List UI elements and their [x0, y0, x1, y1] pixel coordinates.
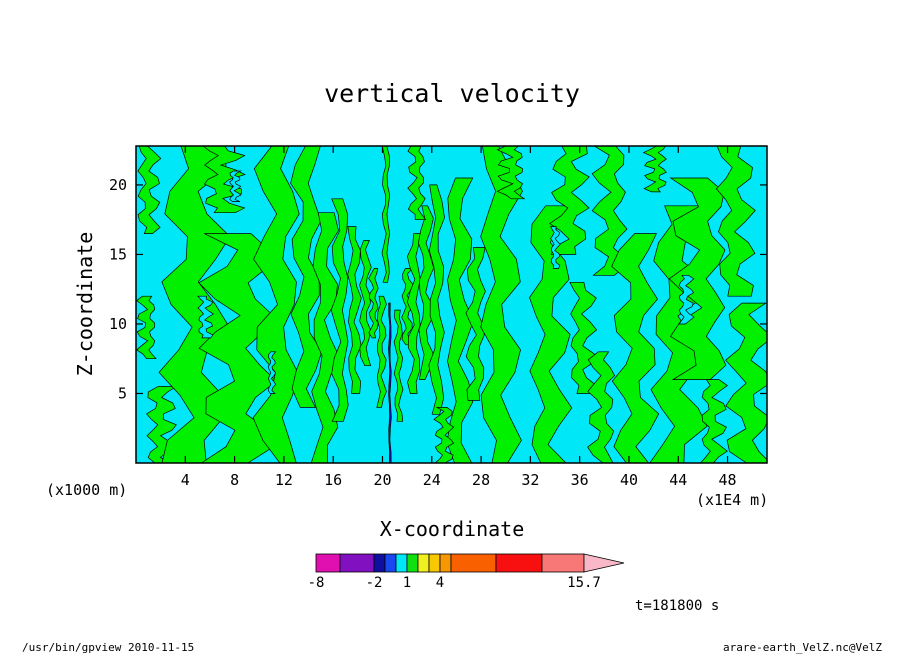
colorbar-segment: [495, 553, 543, 573]
positive-velocity-region: [330, 198, 349, 422]
positive-velocity-region: [407, 146, 427, 221]
x-tick-label: 24: [423, 471, 441, 489]
positive-velocity-region: [725, 302, 767, 463]
strong-updraft-core: [388, 302, 392, 463]
x-axis-title: X-coordinate: [380, 517, 525, 541]
positive-velocity-region: [611, 233, 660, 463]
colorbar-segment: [428, 553, 441, 573]
x-tick-label: 28: [472, 471, 490, 489]
positive-velocity-region: [290, 146, 323, 408]
positive-velocity-region: [376, 295, 387, 408]
positive-velocity-region: [202, 146, 246, 214]
positive-velocity-region: [381, 146, 391, 283]
negative-velocity-pocket: [678, 274, 695, 325]
x-tick-label: 44: [669, 471, 687, 489]
colorbar-segment: [439, 553, 452, 573]
colorbar: -8 -2 1 4 15.7: [308, 553, 625, 591]
x-tick-label: 4: [181, 471, 190, 489]
colorbar-overflow-arrow: [583, 553, 625, 573]
y-tick-label: 20: [109, 176, 127, 194]
positive-velocity-region: [428, 184, 445, 415]
colorbar-segment: [541, 553, 585, 573]
positive-velocity-region: [700, 379, 728, 463]
colorbar-label: 1: [403, 575, 411, 591]
x-unit-right: (x1E4 m): [696, 491, 768, 509]
positive-velocity-region: [480, 146, 523, 463]
footer-right: arare-earth_VelZ.nc@VelZ: [723, 641, 882, 654]
colorbar-segment: [339, 553, 375, 573]
positive-velocity-region: [393, 309, 404, 422]
colorbar-label: -8: [308, 575, 325, 591]
negative-velocity-pocket: [550, 226, 561, 269]
positive-velocity-region: [715, 146, 756, 297]
chart-title: vertical velocity: [324, 79, 580, 108]
positive-velocity-region: [137, 146, 162, 234]
colorbar-label: -2: [366, 575, 383, 591]
colorbar-segment: [384, 553, 397, 573]
x-tick-label: 8: [230, 471, 239, 489]
x-tick-label: 12: [275, 471, 293, 489]
colorbar-label: 4: [436, 575, 444, 591]
x-axis-ticks: 4 8 12 16 20 24 28 32 36 40 44 48: [181, 146, 737, 489]
x-tick-label: 36: [571, 471, 589, 489]
x-unit-left: (x1000 m): [46, 481, 127, 499]
y-axis-title: Z-coordinate: [73, 232, 97, 377]
negative-velocity-pocket: [229, 170, 242, 202]
positive-velocity-region: [158, 146, 231, 463]
positive-velocity-region: [587, 351, 616, 463]
y-tick-label: 15: [109, 245, 127, 263]
colorbar-segment: [395, 553, 408, 573]
colorbar-segment: [373, 553, 386, 573]
negative-velocity-pocket: [267, 351, 277, 394]
x-tick-label: 40: [620, 471, 638, 489]
positive-velocity-region: [136, 295, 157, 360]
positive-velocity-region: [368, 268, 379, 339]
x-tick-label: 32: [521, 471, 539, 489]
negative-velocity-pocket: [197, 295, 214, 339]
colorbar-segment: [450, 553, 497, 573]
colorbar-label: 15.7: [567, 575, 601, 591]
positive-velocity-region: [433, 407, 455, 463]
positive-velocity-region: [549, 146, 590, 255]
positive-velocity-region: [642, 146, 667, 193]
positive-velocity-region: [310, 212, 340, 463]
positive-velocity-region: [496, 146, 526, 200]
footer-left: /usr/bin/gpview 2010-11-15: [22, 641, 194, 654]
positive-velocity-region: [591, 146, 628, 276]
colorbar-segment: [315, 553, 341, 573]
positive-velocity-region: [418, 205, 435, 380]
y-tick-label: 5: [118, 384, 127, 402]
time-label: t=181800 s: [635, 598, 719, 614]
colorbar-segment: [406, 553, 419, 573]
plot-frame: [135, 145, 768, 464]
positive-velocity-region: [668, 177, 727, 380]
y-tick-label: 10: [109, 315, 127, 333]
y-axis-ticks: 5 10 15 20: [109, 176, 767, 402]
positive-velocity-region: [198, 233, 277, 463]
velocity-field: [136, 146, 767, 463]
x-tick-label: 20: [373, 471, 391, 489]
x-tick-label: 48: [719, 471, 737, 489]
colorbar-segment: [417, 553, 430, 573]
x-tick-label: 16: [324, 471, 342, 489]
